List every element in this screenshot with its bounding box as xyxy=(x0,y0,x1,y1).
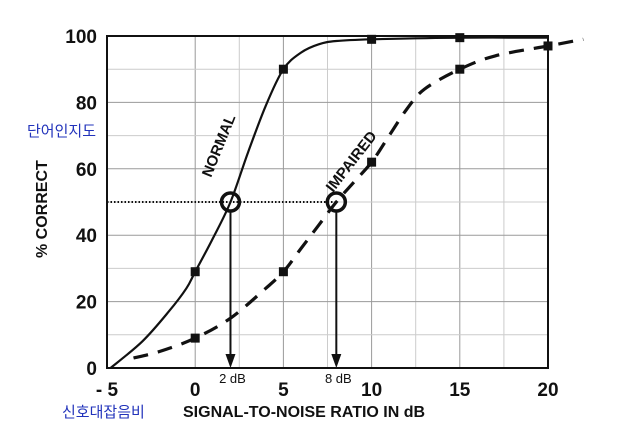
plot-frame xyxy=(106,35,549,369)
data-point-normal xyxy=(190,267,200,277)
x-tick-label: 15 xyxy=(449,380,471,401)
data-point-impaired xyxy=(278,267,288,277)
y-tick-label: 40 xyxy=(76,226,97,247)
x-axis-title: SIGNAL-TO-NOISE RATIO IN dB xyxy=(183,404,425,421)
x-tick-label: 10 xyxy=(361,380,382,401)
korean-x-annotation: 신호대잡음비 xyxy=(62,403,145,421)
x-tick-label: - 5 xyxy=(96,380,119,401)
y-tick-label: 60 xyxy=(76,160,97,181)
normal-curve-label: NORMAL xyxy=(199,112,239,179)
data-point-impaired xyxy=(367,157,377,167)
data-point-impaired xyxy=(455,64,465,74)
data-point-normal xyxy=(278,64,288,74)
y-tick-label: 100 xyxy=(65,27,97,48)
axes xyxy=(106,35,549,369)
series-line-impaired xyxy=(133,37,584,360)
data-point-normal xyxy=(367,34,377,44)
x-tick-label: 5 xyxy=(278,380,289,401)
threshold-marker-label: 2 dB xyxy=(219,371,246,386)
data-point-normal xyxy=(455,33,465,43)
series-line-normal xyxy=(109,36,549,369)
y-tick-label: 20 xyxy=(76,293,97,314)
down-arrow-head xyxy=(225,354,236,368)
threshold-markers: 2 dB 8 dB xyxy=(219,191,352,386)
down-arrow-head xyxy=(331,354,342,368)
x-tick-label: 0 xyxy=(190,380,201,401)
data-point-impaired xyxy=(190,333,200,343)
threshold-marker-label: 8 dB xyxy=(325,371,352,386)
x-tick-label: 20 xyxy=(537,380,558,401)
y-axis-title: % CORRECT xyxy=(34,160,51,258)
y-tick-label: 80 xyxy=(76,93,97,114)
korean-y-annotation: 단어인지도 xyxy=(27,122,96,140)
y-tick-label: 0 xyxy=(86,359,97,380)
